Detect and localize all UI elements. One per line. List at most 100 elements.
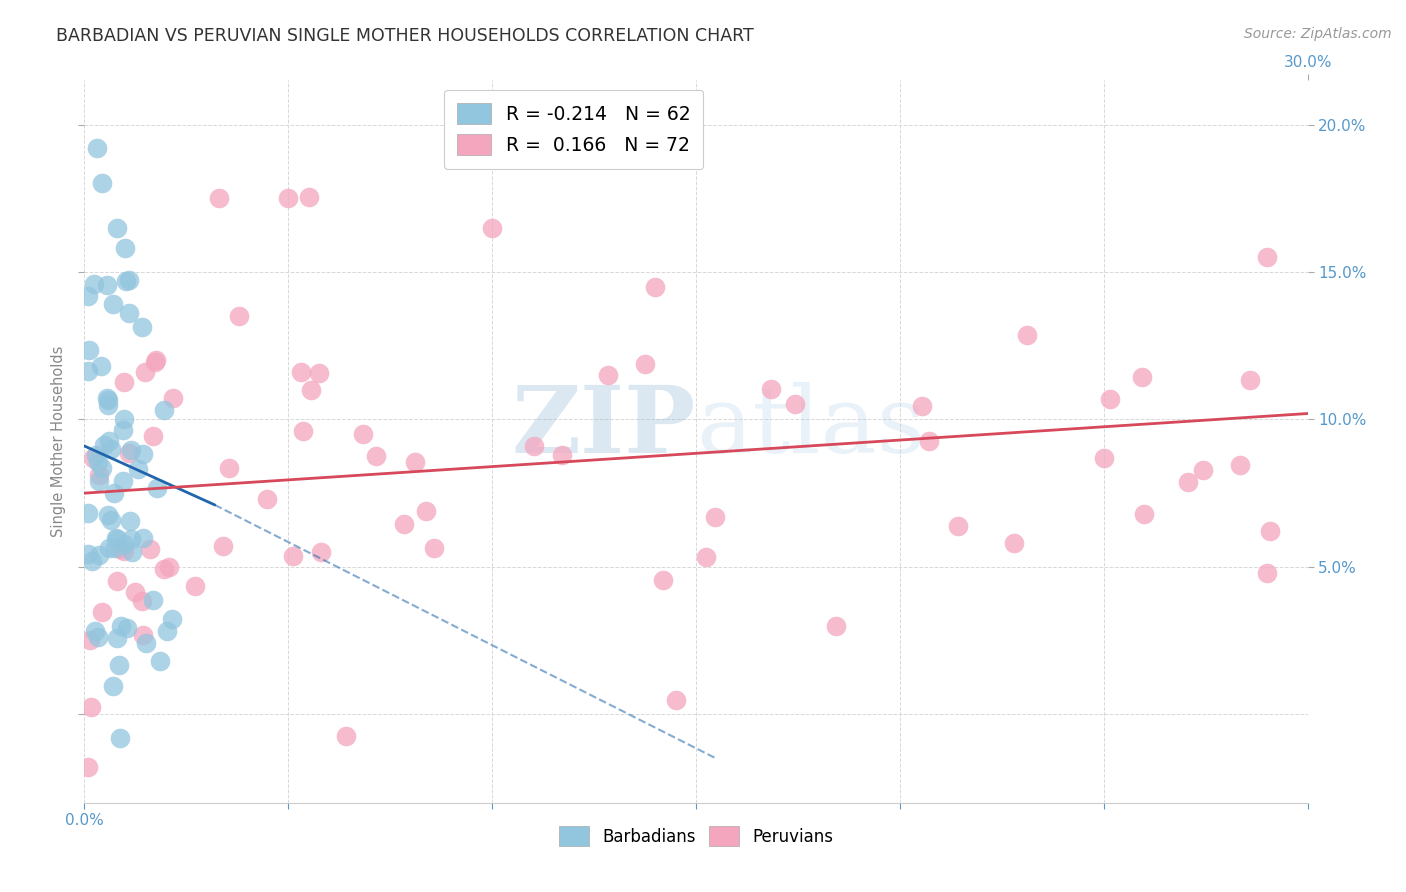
Point	[1256, 250, 1278, 264]
Point	[131, 447, 153, 461]
Point	[131, 320, 153, 334]
Point	[353, 426, 375, 441]
Point	[120, 533, 142, 547]
Point	[100, 442, 122, 456]
Point	[112, 543, 135, 558]
Point	[146, 481, 169, 495]
Point	[77, 759, 100, 773]
Point	[110, 618, 132, 632]
Point	[824, 619, 846, 633]
Point	[1191, 463, 1213, 477]
Point	[118, 306, 141, 320]
Text: Source: ZipAtlas.com: Source: ZipAtlas.com	[1244, 27, 1392, 41]
Point	[290, 365, 312, 379]
Point	[115, 274, 138, 288]
Point	[1098, 392, 1121, 407]
Point	[112, 537, 135, 551]
Point	[1130, 370, 1153, 384]
Point	[1256, 566, 1278, 580]
Point	[135, 636, 157, 650]
Point	[83, 277, 105, 292]
Point	[114, 241, 136, 255]
Text: BARBADIAN VS PERUVIAN SINGLE MOTHER HOUSEHOLDS CORRELATION CHART: BARBADIAN VS PERUVIAN SINGLE MOTHER HOUS…	[56, 27, 754, 45]
Point	[277, 191, 299, 205]
Text: ZIP: ZIP	[512, 382, 696, 472]
Point	[90, 359, 112, 373]
Point	[156, 624, 179, 639]
Point	[1092, 450, 1115, 465]
Point	[89, 468, 111, 483]
Point	[77, 289, 100, 303]
Point	[101, 679, 124, 693]
Point	[77, 343, 100, 357]
Point	[108, 658, 131, 673]
Point	[87, 548, 110, 562]
Point	[112, 412, 135, 426]
Point	[948, 518, 970, 533]
Legend: Barbadians, Peruvians: Barbadians, Peruvians	[553, 820, 839, 852]
Point	[1229, 458, 1251, 473]
Point	[112, 375, 135, 389]
Text: atlas: atlas	[696, 382, 925, 472]
Point	[97, 398, 120, 412]
Point	[153, 562, 176, 576]
Point	[292, 424, 315, 438]
Point	[142, 593, 165, 607]
Point	[652, 573, 675, 587]
Point	[100, 513, 122, 527]
Point	[83, 624, 105, 639]
Point	[86, 630, 108, 644]
Point	[79, 632, 101, 647]
Point	[598, 368, 620, 382]
Point	[124, 585, 146, 599]
Point	[423, 541, 446, 556]
Point	[704, 509, 727, 524]
Point	[364, 449, 387, 463]
Point	[98, 541, 121, 555]
Point	[104, 531, 127, 545]
Point	[105, 220, 128, 235]
Point	[145, 352, 167, 367]
Point	[644, 279, 666, 293]
Point	[93, 438, 115, 452]
Point	[918, 434, 941, 449]
Point	[335, 730, 357, 744]
Point	[110, 542, 132, 557]
Point	[404, 455, 426, 469]
Point	[118, 273, 141, 287]
Point	[160, 613, 183, 627]
Point	[120, 514, 142, 528]
Point	[415, 504, 437, 518]
Point	[911, 399, 934, 413]
Point	[1017, 328, 1039, 343]
Point	[761, 382, 783, 396]
Point	[96, 508, 118, 522]
Point	[783, 397, 806, 411]
Point	[127, 462, 149, 476]
Point	[218, 460, 240, 475]
Point	[105, 632, 128, 646]
Point	[152, 402, 174, 417]
Point	[82, 451, 104, 466]
Point	[104, 541, 127, 556]
Point	[551, 449, 574, 463]
Point	[96, 391, 118, 405]
Point	[115, 621, 138, 635]
Point	[87, 474, 110, 488]
Point	[1239, 373, 1261, 387]
Point	[212, 539, 235, 553]
Point	[112, 475, 135, 489]
Point	[1258, 524, 1281, 539]
Point	[299, 383, 322, 397]
Point	[157, 560, 180, 574]
Point	[97, 434, 120, 448]
Point	[633, 357, 655, 371]
Point	[77, 507, 100, 521]
Point	[142, 428, 165, 442]
Point	[97, 393, 120, 408]
Point	[118, 446, 141, 460]
Point	[105, 532, 128, 546]
Point	[695, 549, 717, 564]
Point	[392, 516, 415, 531]
Point	[90, 605, 112, 619]
